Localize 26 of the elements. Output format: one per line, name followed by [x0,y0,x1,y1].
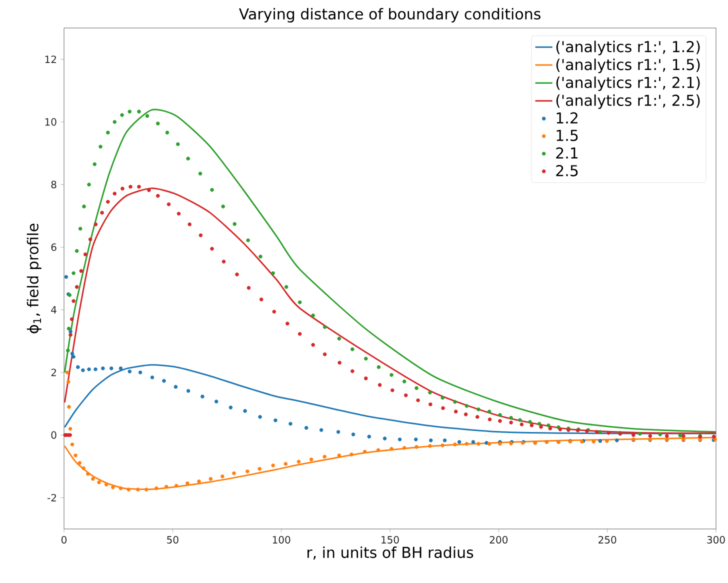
legend-label: 1.5 [556,130,578,142]
chart-title: Varying distance of boundary conditions [238,8,540,22]
x-tick-label: 100 [272,536,290,544]
x-tick-label: 50 [167,536,178,544]
legend-label: ('analytics r1:', 2.5) [556,94,700,109]
y-tick-label: 10 [45,118,56,126]
y-tick-label: 2 [51,368,56,376]
x-axis-title: r, in units of BH radius [308,546,474,560]
legend-label: 2.1 [556,147,578,158]
x-tick-label: 300 [707,536,725,544]
legend-label: 1.2 [556,112,578,124]
y-tick-label: 12 [45,56,56,64]
x-tick-label: 250 [598,536,616,544]
y-axis-title: ϕ$_{1}$, field profile [26,224,42,334]
legend-label: ('analytics r1:', 1.2) [556,40,700,56]
legend-label: 2.5 [556,164,578,176]
y-tick-label: 4 [51,306,56,314]
y-tick-label: 8 [51,180,56,188]
x-tick-label: 150 [382,536,399,544]
y-tick-label: 6 [51,243,56,251]
legend-label: ('analytics r1:', 1.5) [556,58,700,74]
y-tick-label: 0 [51,431,56,439]
y-tick-label: -2 [47,494,56,502]
x-tick-label: 200 [490,536,508,544]
legend-label: ('analytics r1:', 2.1) [556,76,700,92]
x-tick-label: 0 [61,536,67,544]
